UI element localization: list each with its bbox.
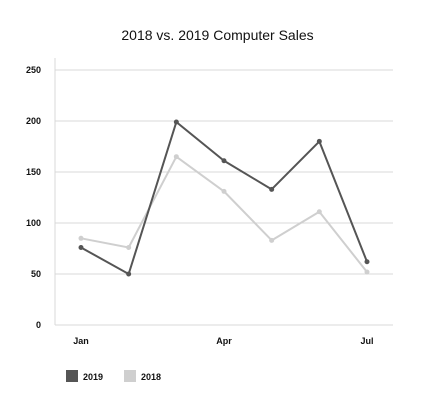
y-tick-label-100: 100	[26, 218, 41, 228]
series-point-2019-jun	[316, 138, 322, 144]
legend-swatch-2018	[124, 370, 136, 382]
series-point-2018-mar	[173, 154, 179, 160]
grid-layer	[55, 69, 393, 275]
series-point-2018-apr	[221, 188, 227, 194]
series-point-2019-may	[269, 186, 275, 192]
series-point-2018-feb	[126, 244, 132, 250]
chart-title: 2018 vs. 2019 Computer Sales	[121, 27, 313, 43]
y-tick-label-50: 50	[31, 269, 41, 279]
y-tick-label-0: 0	[36, 320, 41, 330]
x-tick-label-apr: Apr	[216, 336, 232, 346]
y-tick-label-250: 250	[26, 65, 41, 75]
series-point-2019-feb	[126, 271, 132, 277]
axis-layer: 0 50 100 150 200 250	[26, 58, 393, 330]
series-point-2019-mar	[173, 119, 179, 125]
series-line-2019	[80, 121, 368, 275]
series-point-2018-may	[269, 237, 275, 243]
legend-label-2019: 2019	[83, 372, 103, 382]
series-point-2019-jul	[364, 259, 370, 265]
series-layer	[78, 119, 370, 277]
y-tick-label-200: 200	[26, 116, 41, 126]
x-tick-label-jul: Jul	[360, 336, 373, 346]
series-point-2018-jan	[78, 235, 84, 241]
series-point-2018-jun	[316, 209, 322, 215]
legend-swatch-2019	[66, 370, 78, 382]
x-tick-label-jan: Jan	[73, 336, 89, 346]
legend-label-2018: 2018	[141, 372, 161, 382]
legend: 2019 2018	[66, 370, 161, 382]
series-point-2019-jan	[78, 244, 84, 250]
series-line-2018	[80, 155, 368, 273]
series-point-2018-jul	[364, 269, 370, 275]
x-tick-layer: Jan Apr Jul	[73, 336, 373, 346]
series-point-2019-apr	[221, 158, 227, 164]
y-tick-label-150: 150	[26, 167, 41, 177]
